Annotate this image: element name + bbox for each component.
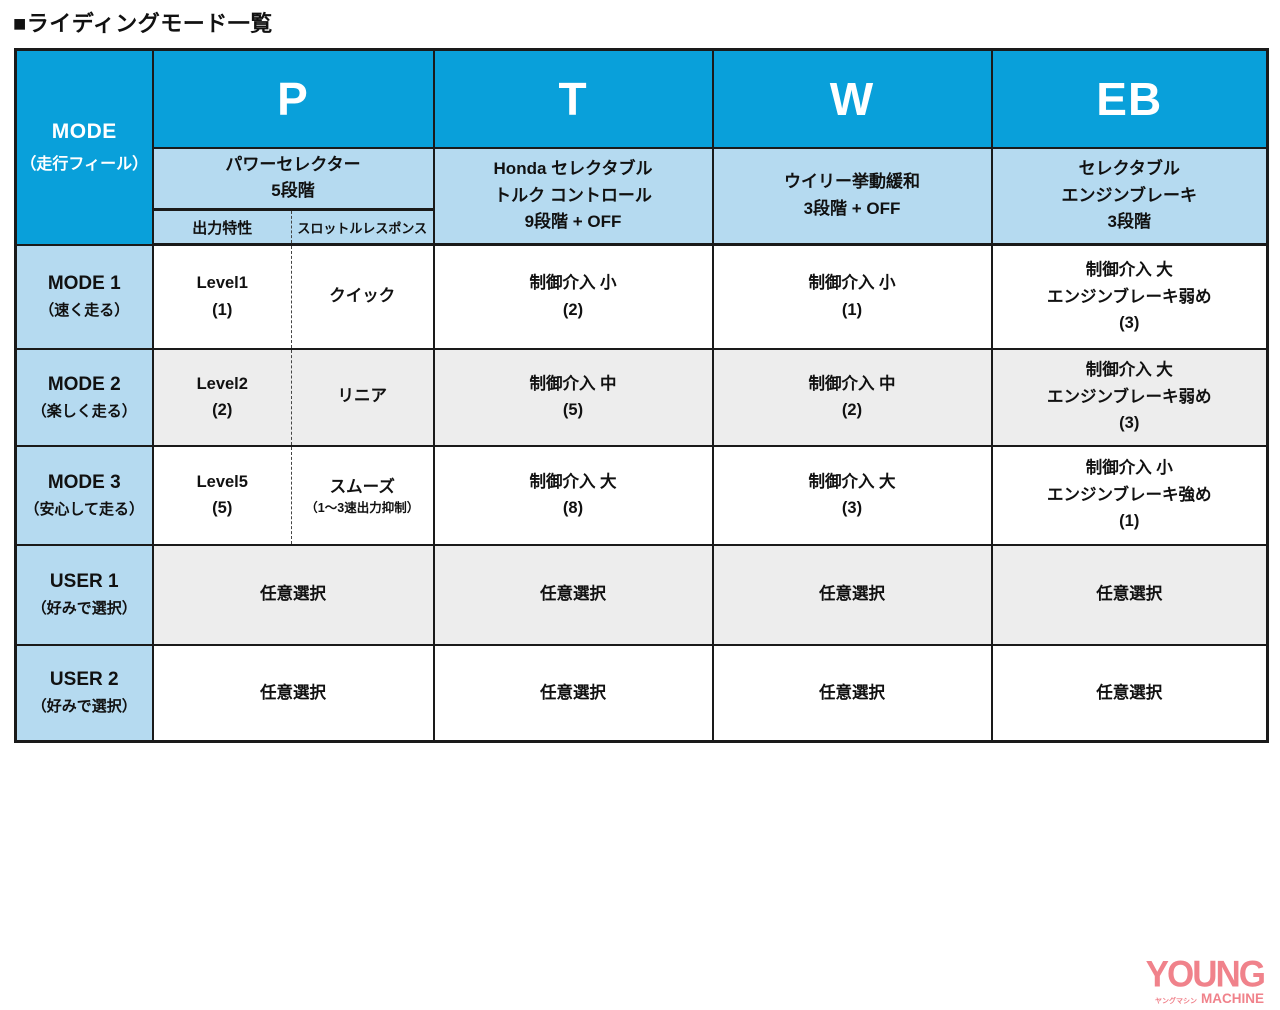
- column-letter-p: P: [151, 48, 435, 149]
- mode-corner-line1: MODE: [51, 120, 117, 144]
- cell-user1-w: 任意選択: [711, 543, 993, 646]
- logo-katakana-text: ヤングマシン: [1155, 998, 1197, 1005]
- row-feel-label: （好みで選択）: [31, 600, 137, 617]
- column-letter-t: T: [432, 48, 714, 149]
- cell-mode1-p-output: Level1 (1): [151, 243, 292, 350]
- cell-user2-t: 任意選択: [432, 643, 714, 743]
- row-feel-label: （楽しく走る）: [31, 402, 137, 420]
- logo-young-text: YOUNG: [1145, 953, 1266, 995]
- row-mode-label: MODE 1: [47, 273, 121, 294]
- cell-mode1-t: 制御介入 小 (2): [432, 243, 714, 350]
- row-header-user2: USER 2 （好みで選択）: [14, 643, 154, 743]
- table-row-mode3: MODE 3 （安心して走る） Level5 (5) スムーズ （1～3速出力抑…: [14, 444, 1269, 546]
- cell-user2-w: 任意選択: [711, 643, 993, 743]
- sublabel-output: 出力特性: [151, 208, 292, 246]
- cell-mode2-w: 制御介入 中 (2): [711, 347, 993, 447]
- cell-user2-p: 任意選択: [151, 643, 435, 743]
- throttle-note: （1～3速出力抑制）: [305, 501, 420, 516]
- cell-user1-eb: 任意選択: [990, 543, 1269, 646]
- cell-mode3-p-output: Level5 (5): [151, 444, 292, 546]
- column-letter-eb: EB: [990, 48, 1269, 149]
- table-row-mode1: MODE 1 （速く走る） Level1 (1) クイック 制御介入 小 (2)…: [14, 243, 1269, 350]
- header-sublabel-row: 出力特性 スロットルレスポンス: [16, 208, 1268, 246]
- row-mode-label: USER 1: [49, 571, 119, 592]
- cell-mode2-eb: 制御介入 大 エンジンブレーキ弱め (3): [990, 347, 1269, 447]
- young-machine-logo: YOUNG ヤングマシン MACHINE: [1134, 953, 1266, 1006]
- row-header-mode1: MODE 1 （速く走る）: [14, 243, 154, 350]
- cell-mode3-t: 制御介入 大 (8): [432, 444, 714, 546]
- cell-user1-p: 任意選択: [151, 543, 435, 646]
- row-mode-label: USER 2: [49, 669, 119, 691]
- row-header-mode2: MODE 2 （楽しく走る）: [14, 347, 154, 447]
- logo-machine-text: MACHINE: [1201, 991, 1264, 1006]
- column-desc-t: Honda セレクタブル トルク コントロール 9段階 + OFF: [432, 146, 714, 246]
- table-row-user1: USER 1 （好みで選択） 任意選択 任意選択 任意選択 任意選択: [14, 543, 1269, 646]
- row-mode-label: MODE 3: [47, 471, 121, 493]
- row-feel-label: （好みで選択）: [31, 698, 137, 716]
- row-mode-label: MODE 2: [47, 373, 121, 395]
- throttle-main: スムーズ: [329, 477, 395, 496]
- column-desc-eb: セレクタブル エンジンブレーキ 3段階: [990, 146, 1269, 246]
- column-desc-p: パワーセレクター 5段階: [151, 146, 435, 211]
- table-row-user2: USER 2 （好みで選択） 任意選択 任意選択 任意選択 任意選択: [14, 643, 1269, 743]
- page-title: ■ライディングモード一覧: [13, 11, 273, 36]
- cell-mode1-p-throttle: クイック: [291, 243, 435, 350]
- cell-user1-t: 任意選択: [432, 543, 714, 646]
- cell-mode2-p-throttle: リニア: [291, 347, 435, 447]
- cell-mode1-w: 制御介入 小 (1): [711, 243, 993, 350]
- logo-bottom-line: ヤングマシン MACHINE: [1134, 992, 1264, 1006]
- riding-modes-table: MODE （走行フィール） P T W EB パワーセレクター 5段階 Hond…: [14, 48, 1269, 743]
- header-letter-row: MODE （走行フィール） P T W EB: [14, 48, 1269, 246]
- throttle-main: リニア: [337, 387, 388, 406]
- column-desc-w: ウイリー挙動緩和 3段階 + OFF: [711, 146, 993, 246]
- cell-mode1-eb: 制御介入 大 エンジンブレーキ弱め (3): [990, 243, 1269, 350]
- row-header-user1: USER 1 （好みで選択）: [14, 543, 154, 646]
- table-row-mode2: MODE 2 （楽しく走る） Level2 (2) リニア 制御介入 中 (5)…: [14, 347, 1269, 447]
- throttle-main: クイック: [329, 287, 396, 306]
- cell-mode2-t: 制御介入 中 (5): [432, 347, 714, 447]
- row-header-mode3: MODE 3 （安心して走る）: [14, 444, 154, 546]
- cell-mode3-w: 制御介入 大 (3): [711, 444, 993, 546]
- cell-mode3-p-throttle: スムーズ （1～3速出力抑制）: [291, 444, 435, 546]
- sublabel-throttle: スロットルレスポンス: [291, 208, 435, 246]
- cell-mode2-p-output: Level2 (2): [151, 347, 292, 447]
- cell-mode3-eb: 制御介入 小 エンジンブレーキ強め (1): [990, 444, 1269, 546]
- column-letter-w: W: [711, 48, 993, 149]
- mode-corner-line2: （走行フィール）: [20, 156, 149, 174]
- mode-corner-cell: MODE （走行フィール）: [14, 48, 154, 246]
- header-description-row: パワーセレクター 5段階 Honda セレクタブル トルク コントロール 9段階…: [16, 146, 1269, 246]
- row-feel-label: （速く走る）: [39, 302, 130, 319]
- cell-user2-eb: 任意選択: [990, 643, 1269, 743]
- row-feel-label: （安心して走る）: [24, 500, 145, 518]
